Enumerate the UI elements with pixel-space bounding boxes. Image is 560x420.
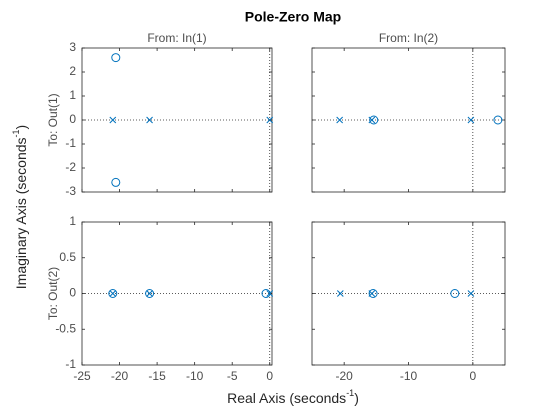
- row-label: To: Out(2): [46, 267, 60, 320]
- y-axis-label: Imaginary Axis (seconds-1): [11, 125, 28, 289]
- y-tick-label: -3: [65, 184, 76, 198]
- y-tick-label: 1: [69, 214, 76, 228]
- y-tick-label: 1: [69, 88, 76, 102]
- y-tick-label: -1: [65, 136, 76, 150]
- pole-marker: [336, 116, 344, 124]
- y-tick-label: -0.5: [55, 321, 76, 335]
- zero-marker: [108, 289, 118, 298]
- x-tick-label: 0: [266, 369, 273, 383]
- zero-marker: [261, 289, 271, 298]
- figure-title: Pole-Zero Map: [245, 9, 341, 25]
- x-tick-label: -15: [148, 369, 166, 383]
- x-tick-label: -10: [186, 369, 204, 383]
- x-tick-label: -20: [111, 369, 129, 383]
- pole-marker: [109, 116, 117, 124]
- pole-marker: [146, 116, 153, 124]
- x-axis-label: Real Axis (seconds-1): [227, 388, 359, 405]
- y-tick-label: 0: [69, 112, 76, 126]
- zero-marker: [450, 289, 460, 298]
- zero-marker: [493, 115, 503, 125]
- plot-area: [81, 47, 273, 193]
- y-label-end: ): [13, 125, 29, 130]
- pole-marker: [266, 116, 274, 124]
- x-tick-label: -25: [73, 369, 91, 383]
- zero-marker: [368, 289, 378, 298]
- pole-marker: [109, 290, 117, 297]
- y-tick-label: 0: [69, 286, 76, 300]
- y-tick-label: -2: [65, 160, 76, 174]
- pole-marker: [336, 290, 344, 297]
- x-label-text: Real Axis (seconds: [227, 390, 346, 406]
- y-tick-label: 2: [69, 64, 76, 78]
- zero-marker: [111, 53, 121, 63]
- y-tick-label: -1: [65, 357, 76, 371]
- row-label: To: Out(1): [46, 93, 60, 146]
- zero-marker: [145, 289, 155, 298]
- y-tick-label: 3: [69, 40, 76, 54]
- y-label-sup: -1: [11, 129, 21, 137]
- pole-marker: [467, 290, 475, 297]
- zero-marker: [111, 177, 121, 187]
- pole-marker: [467, 116, 475, 124]
- zero-marker: [369, 115, 379, 125]
- x-label-end: ): [354, 390, 359, 406]
- x-label-sup: -1: [346, 388, 354, 398]
- x-tick-label: -10: [400, 369, 418, 383]
- column-label: From: In(2): [379, 31, 438, 45]
- y-label-text: Imaginary Axis (seconds: [13, 137, 29, 289]
- x-tick-label: 0: [469, 369, 476, 383]
- x-tick-label: -20: [335, 369, 353, 383]
- plot-area: [81, 221, 273, 366]
- pole-marker: [146, 290, 153, 297]
- y-tick-label: 0.5: [59, 250, 76, 264]
- x-tick-label: -5: [227, 369, 238, 383]
- column-label: From: In(1): [147, 31, 206, 45]
